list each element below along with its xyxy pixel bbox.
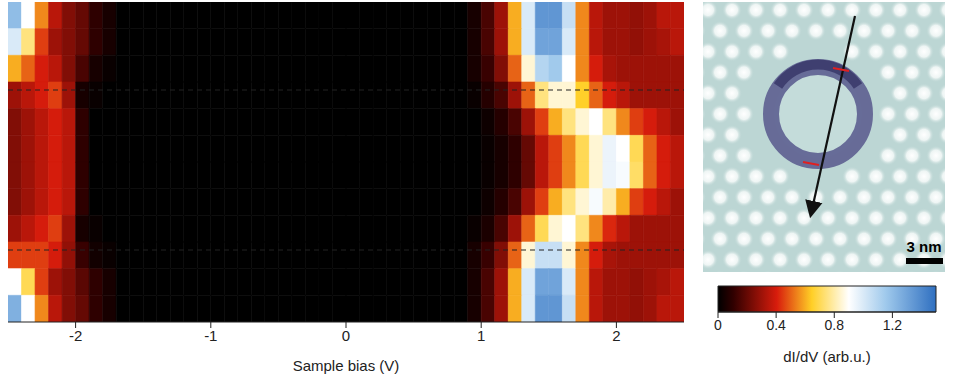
- svg-text:1.2: 1.2: [883, 317, 903, 333]
- svg-text:0: 0: [342, 327, 350, 344]
- svg-text:1: 1: [477, 327, 485, 344]
- svg-text:2: 2: [612, 327, 620, 344]
- svg-text:0.8: 0.8: [825, 317, 845, 333]
- svg-text:3 nm: 3 nm: [906, 238, 941, 255]
- svg-text:0.4: 0.4: [766, 317, 786, 333]
- svg-text:-2: -2: [69, 327, 82, 344]
- svg-text:-1: -1: [204, 327, 217, 344]
- svg-text:dI/dV (arb.u.): dI/dV (arb.u.): [783, 348, 871, 365]
- svg-text:Sample bias (V): Sample bias (V): [293, 357, 400, 374]
- svg-text:0: 0: [714, 317, 722, 333]
